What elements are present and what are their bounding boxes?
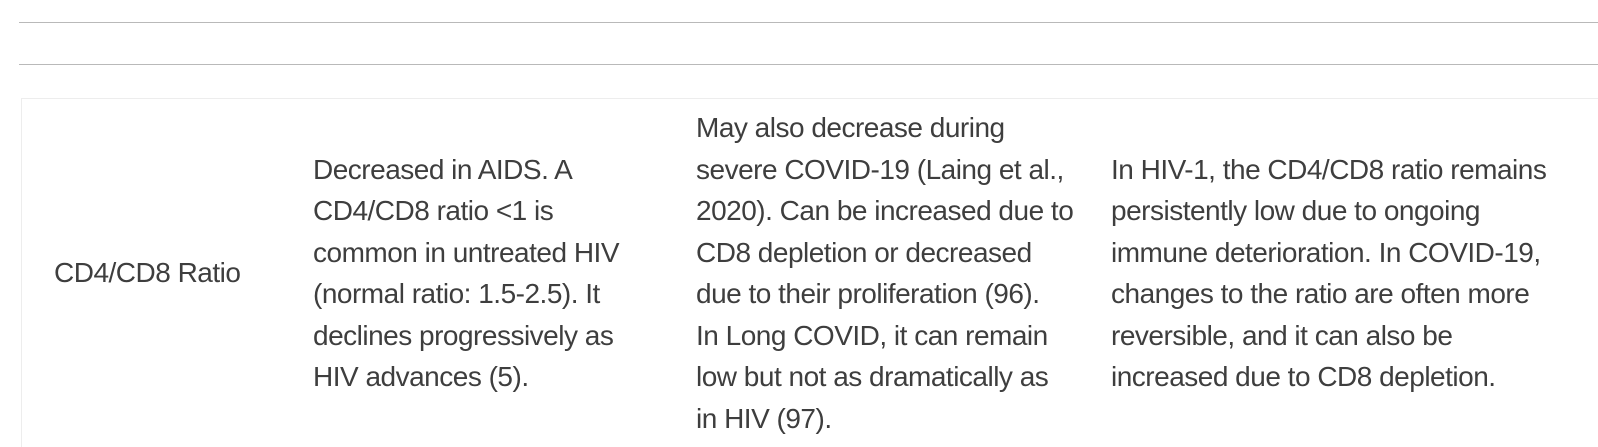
second-divider-line — [19, 64, 1598, 65]
comparison-description-cell: In HIV-1, the CD4/CD8 ratio remains pers… — [1111, 153, 1547, 393]
covid-description-cell: May also decrease during severe COVID-19… — [696, 112, 1074, 434]
cd4-cd8-ratio-label-cell: CD4/CD8 Ratio — [54, 257, 241, 289]
hiv-description-cell: Decreased in AIDS. A CD4/CD8 ratio <1 is… — [313, 153, 620, 393]
top-divider-line — [19, 22, 1598, 23]
table-row: CD4/CD8 Ratio Decreased in AIDS. A CD4/C… — [21, 98, 1598, 447]
